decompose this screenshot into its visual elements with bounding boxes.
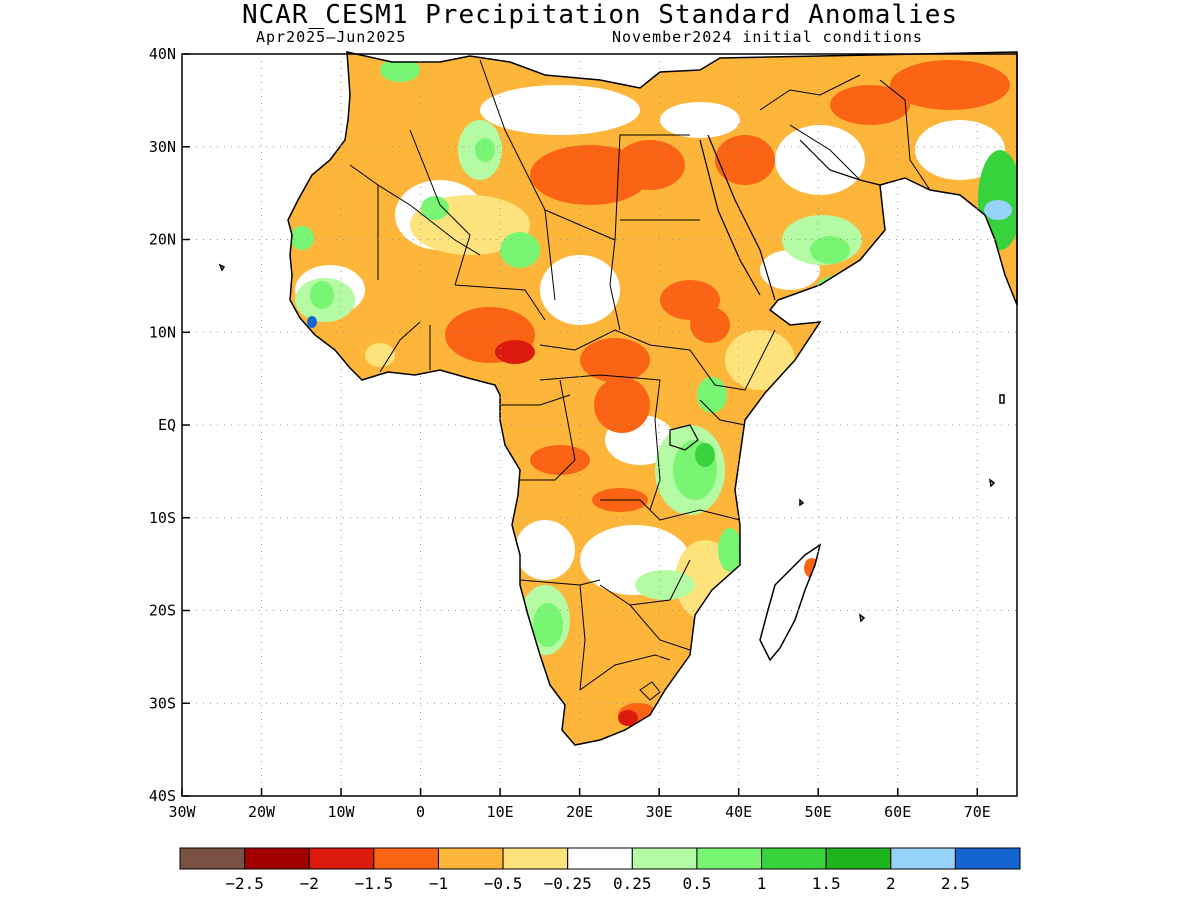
y-axis-ticks: 40N 30N 20N 10N EQ 10S 20S 30S 40S: [149, 45, 190, 805]
y-tick-label: 20N: [149, 231, 176, 249]
colorbar: −2.5 −2 −1.5 −1 −0.5 −0.25 0.25 0.5 1 1.5 2 2.5: [179, 847, 1021, 893]
y-tick-label: 10N: [149, 323, 176, 341]
y-tick-label: 20S: [149, 602, 176, 620]
colorbar-label: −2.5: [225, 874, 264, 893]
subtitle-initial-conditions: November2024 initial conditions: [612, 28, 923, 46]
colorbar-swatch: [502, 847, 569, 870]
colorbar-label: 0.25: [613, 874, 652, 893]
x-tick-label: 30E: [646, 803, 673, 821]
colorbar-label: 0.5: [682, 874, 711, 893]
colorbar-swatch: [761, 847, 827, 870]
colorbar-swatch: [373, 847, 439, 870]
x-tick-label: 0: [416, 803, 425, 821]
colorbar-label: −0.25: [544, 874, 592, 893]
country-borders: [349, 59, 931, 701]
colorbar-label: 2: [886, 874, 896, 893]
x-tick-label: 20E: [566, 803, 593, 821]
colorbar-swatch: [179, 847, 246, 870]
colorbar-label: 2.5: [941, 874, 970, 893]
chart-title: NCAR_CESM1 Precipitation Standard Anomal…: [241, 0, 959, 30]
colorbar-swatch: [631, 847, 698, 870]
x-tick-label: 10E: [487, 803, 514, 821]
x-tick-label: 70E: [964, 803, 991, 821]
colorbar-swatch: [696, 847, 763, 870]
colorbar-swatch: [244, 847, 310, 870]
subtitle-period: Apr2025–Jun2025: [256, 28, 407, 46]
gridlines: [182, 54, 1017, 796]
x-axis-ticks: 30W 20W 10W 0 10E 20E 30E 40E 50E 60E 70E: [168, 788, 991, 821]
coastlines: [218, 51, 1018, 746]
anomaly-shading: [288, 52, 1017, 745]
x-tick-label: 20W: [248, 803, 276, 821]
colorbar-label: 1.5: [812, 874, 841, 893]
colorbar-label: −1: [429, 874, 448, 893]
y-tick-label: 30N: [149, 138, 176, 156]
y-tick-label: 30S: [149, 694, 176, 712]
x-tick-label: 50E: [805, 803, 832, 821]
y-tick-label: 10S: [149, 509, 176, 527]
colorbar-swatch: [437, 847, 504, 870]
y-tick-label: 40N: [149, 45, 176, 63]
y-tick-label: EQ: [158, 416, 176, 434]
x-tick-label: 10W: [328, 803, 356, 821]
y-tick-label: 40S: [149, 787, 176, 805]
colorbar-swatch: [890, 847, 956, 870]
x-tick-label: 40E: [725, 803, 752, 821]
colorbar-swatch: [567, 847, 633, 870]
colorbar-swatch: [308, 847, 375, 870]
colorbar-swatch: [825, 847, 892, 870]
x-tick-label: 30W: [168, 803, 196, 821]
colorbar-label: −0.5: [484, 874, 523, 893]
colorbar-swatch: [954, 847, 1021, 870]
colorbar-label: 1: [757, 874, 767, 893]
x-tick-label: 60E: [884, 803, 911, 821]
colorbar-label: −2: [300, 874, 319, 893]
colorbar-label: −1.5: [355, 874, 394, 893]
